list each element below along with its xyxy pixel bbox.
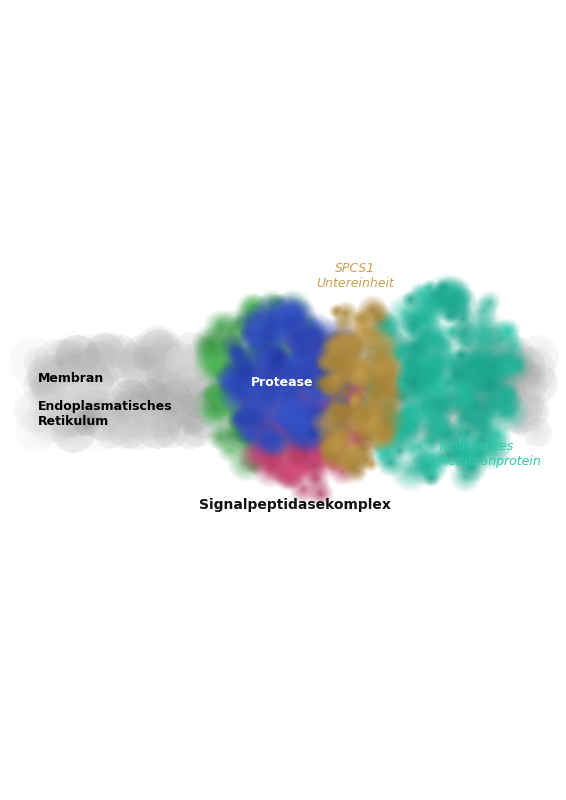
Text: Protease: Protease (251, 375, 313, 389)
Text: Membran: Membran (38, 371, 104, 385)
Text: SPCS1
Untereinheit: SPCS1 Untereinheit (316, 262, 394, 290)
Text: fehlerhaftes
Membranprotein: fehlerhaftes Membranprotein (438, 440, 542, 468)
Text: Signalpeptidasekomplex: Signalpeptidasekomplex (199, 498, 391, 512)
Text: Endoplasmatisches
Retikulum: Endoplasmatisches Retikulum (38, 400, 173, 428)
